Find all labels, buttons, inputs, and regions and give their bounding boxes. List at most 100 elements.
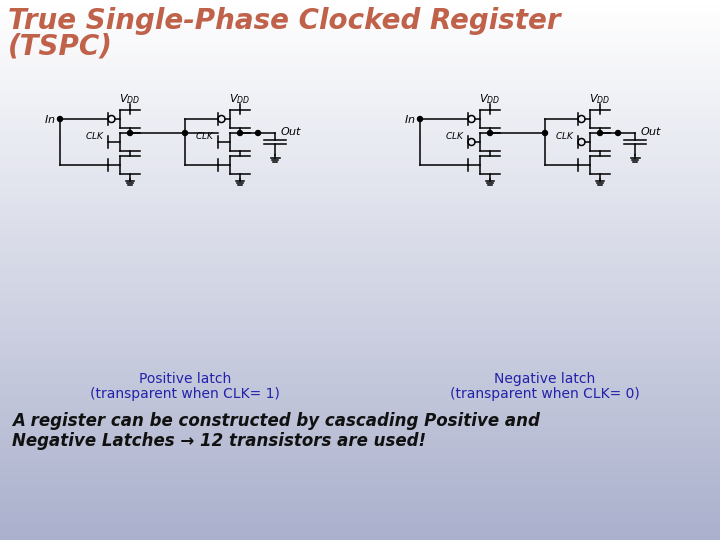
Text: (transparent when CLK= 1): (transparent when CLK= 1) xyxy=(90,387,280,401)
Bar xyxy=(0,36,720,40)
Bar xyxy=(0,94,720,99)
Bar xyxy=(0,328,720,333)
Bar xyxy=(0,230,720,234)
Bar xyxy=(0,180,720,185)
Bar xyxy=(0,482,720,486)
Bar xyxy=(0,9,720,14)
Bar xyxy=(0,293,720,297)
Text: $CLK$: $CLK$ xyxy=(445,130,465,141)
Bar xyxy=(0,526,720,531)
Circle shape xyxy=(256,131,261,136)
Circle shape xyxy=(127,131,132,136)
Bar xyxy=(0,14,720,18)
Bar xyxy=(0,387,720,392)
Circle shape xyxy=(616,131,621,136)
Text: (transparent when CLK= 0): (transparent when CLK= 0) xyxy=(450,387,640,401)
Text: Negative latch: Negative latch xyxy=(495,372,595,386)
Bar xyxy=(0,486,720,490)
Bar xyxy=(0,409,720,414)
Bar xyxy=(0,351,720,355)
Bar xyxy=(0,500,720,504)
Bar xyxy=(0,432,720,436)
Bar xyxy=(0,0,720,4)
Bar xyxy=(0,256,720,261)
Bar xyxy=(0,148,720,153)
Bar xyxy=(0,58,720,63)
Bar xyxy=(0,72,720,77)
Bar xyxy=(0,513,720,517)
Bar xyxy=(0,310,720,315)
Text: A register can be constructed by cascading Positive and: A register can be constructed by cascadi… xyxy=(12,412,540,430)
Bar xyxy=(0,54,720,58)
Text: $V_{DD}$: $V_{DD}$ xyxy=(120,92,140,106)
Bar xyxy=(0,122,720,126)
Bar xyxy=(0,153,720,158)
Bar xyxy=(0,18,720,23)
Bar xyxy=(0,193,720,198)
Bar xyxy=(0,81,720,85)
Circle shape xyxy=(58,117,63,122)
Bar xyxy=(0,31,720,36)
Bar xyxy=(0,364,720,369)
Bar xyxy=(0,99,720,104)
Bar xyxy=(0,85,720,90)
Bar xyxy=(0,288,720,293)
Bar xyxy=(0,468,720,472)
Text: (TSPC): (TSPC) xyxy=(8,32,113,60)
Text: Negative Latches → 12 transistors are used!: Negative Latches → 12 transistors are us… xyxy=(12,432,426,450)
Bar xyxy=(0,477,720,482)
Bar xyxy=(0,446,720,450)
Bar xyxy=(0,338,720,342)
Bar xyxy=(0,320,720,324)
Bar xyxy=(0,139,720,144)
Bar xyxy=(0,423,720,428)
Bar xyxy=(0,243,720,247)
Text: $V_{DD}$: $V_{DD}$ xyxy=(230,92,251,106)
Bar xyxy=(0,472,720,477)
Bar xyxy=(0,90,720,94)
Circle shape xyxy=(487,131,492,136)
Bar xyxy=(0,239,720,243)
Bar xyxy=(0,171,720,176)
Bar xyxy=(0,517,720,522)
Bar xyxy=(0,315,720,320)
Bar xyxy=(0,531,720,536)
Bar xyxy=(0,306,720,310)
Bar xyxy=(0,347,720,351)
Bar xyxy=(0,198,720,202)
Text: $CLK$: $CLK$ xyxy=(555,130,575,141)
Bar xyxy=(0,270,720,274)
Bar xyxy=(0,158,720,162)
Bar xyxy=(0,369,720,374)
Bar xyxy=(0,112,720,117)
Bar xyxy=(0,450,720,455)
Text: $CLK$: $CLK$ xyxy=(195,130,215,141)
Bar xyxy=(0,207,720,212)
Bar xyxy=(0,378,720,382)
Bar xyxy=(0,68,720,72)
Bar xyxy=(0,459,720,463)
Bar xyxy=(0,27,720,31)
Bar xyxy=(0,436,720,441)
Bar xyxy=(0,40,720,45)
Bar xyxy=(0,504,720,509)
Text: True Single-Phase Clocked Register: True Single-Phase Clocked Register xyxy=(8,7,560,35)
Bar xyxy=(0,441,720,445)
Text: $V_{DD}$: $V_{DD}$ xyxy=(590,92,611,106)
Bar xyxy=(0,185,720,189)
Bar xyxy=(0,297,720,301)
Bar xyxy=(0,401,720,405)
Bar xyxy=(0,4,720,9)
Bar xyxy=(0,324,720,328)
Circle shape xyxy=(418,117,423,122)
Bar xyxy=(0,144,720,148)
Bar xyxy=(0,301,720,306)
Bar xyxy=(0,463,720,468)
Bar xyxy=(0,396,720,401)
Bar xyxy=(0,77,720,81)
Bar xyxy=(0,536,720,540)
Bar xyxy=(0,333,720,338)
Bar xyxy=(0,104,720,108)
Bar xyxy=(0,225,720,229)
Bar xyxy=(0,342,720,347)
